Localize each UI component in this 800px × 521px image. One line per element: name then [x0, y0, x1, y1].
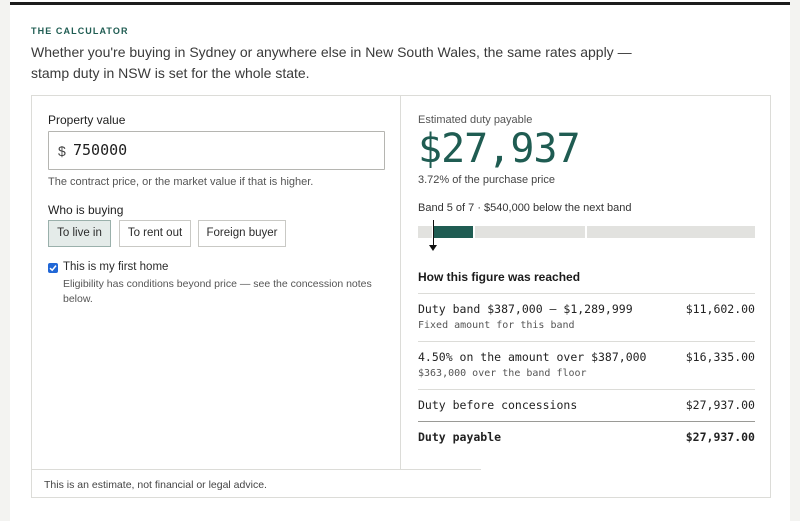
buyer-option-foreign[interactable]: Foreign buyer [198, 220, 286, 247]
property-value-label: Property value [48, 113, 126, 127]
duty-amount: $27,937 [418, 126, 581, 172]
property-value-help: The contract price, or the market value … [48, 176, 314, 188]
calculator-panel: Property value $ 750000 The contract pri… [31, 95, 771, 498]
percent-of-price: 3.72% of the purchase price [418, 174, 555, 186]
breakdown-total-row: Duty payable $27,937.00 [418, 421, 755, 455]
first-home-note: Eligibility has conditions beyond price … [63, 278, 372, 305]
check-icon [49, 265, 57, 272]
page: THE CALCULATOR Whether you're buying in … [10, 0, 790, 521]
breakdown-row: Duty band $387,000 – $1,289,999 $11,602.… [418, 293, 755, 336]
total-desc: Duty payable [418, 430, 502, 444]
breakdown-row: Duty before concessions $27,937.00 [418, 389, 755, 421]
breakdown-sub: Fixed amount for this band [418, 320, 575, 331]
first-home-label[interactable]: This is my first home [63, 261, 169, 273]
breakdown-amount: $16,335.00 [685, 350, 755, 364]
section-intro: Whether you're buying in Sydney or anywh… [31, 44, 632, 81]
disclaimer-footer: This is an estimate, not financial or le… [32, 469, 481, 498]
breakdown-desc: Duty band $387,000 – $1,289,999 [418, 302, 633, 316]
breakdown-amount: $11,602.00 [685, 302, 755, 316]
estimate-label: Estimated duty payable [418, 114, 533, 126]
band-segment-1 [418, 226, 432, 238]
buyer-option-rent-out[interactable]: To rent out [119, 220, 191, 247]
buyer-type-label: Who is buying [48, 203, 124, 217]
arrow-down-icon [429, 245, 437, 251]
band-bar [418, 226, 755, 238]
currency-symbol: $ [58, 143, 66, 159]
band-description: Band 5 of 7 · $540,000 below the next ba… [418, 202, 632, 214]
breakdown-desc: 4.50% on the amount over $387,000 [418, 350, 647, 364]
property-value-input[interactable]: $ 750000 [48, 131, 385, 170]
first-home-checkbox[interactable] [48, 263, 58, 273]
breakdown-row: 4.50% on the amount over $387,000 $16,33… [418, 341, 755, 389]
band-position-marker [433, 220, 434, 248]
result-column: Estimated duty payable $27,937 3.72% of … [402, 96, 771, 469]
buyer-option-live-in[interactable]: To live in [48, 220, 111, 247]
band-segment-6 [475, 226, 585, 238]
breakdown-amount: $27,937.00 [685, 398, 755, 412]
section-eyebrow: THE CALCULATOR [31, 26, 129, 36]
total-amount: $27,937.00 [685, 430, 755, 444]
breakdown-desc: Duty before concessions [418, 398, 578, 412]
breakdown-sub: $363,000 over the band floor [418, 368, 587, 379]
input-column: Property value $ 750000 The contract pri… [32, 96, 401, 469]
breakdown-heading: How this figure was reached [418, 270, 581, 284]
band-segment-7 [587, 226, 755, 238]
disclaimer-text: This is an estimate, not financial or le… [44, 479, 267, 491]
top-rule [10, 2, 790, 5]
band-segment-current [434, 226, 473, 238]
property-value-text[interactable]: 750000 [73, 141, 128, 159]
